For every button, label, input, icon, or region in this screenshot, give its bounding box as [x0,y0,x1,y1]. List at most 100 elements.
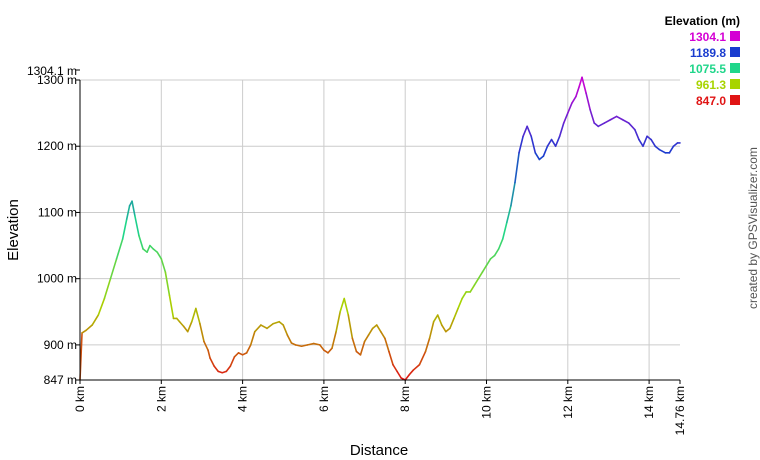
profile-segment [178,320,185,328]
profile-segment [156,251,163,260]
credit-text: created by GPSVisualizer.com [746,147,760,309]
profile-segment [195,307,201,325]
profile-segment [85,324,93,332]
profile-segment [91,314,100,326]
profile-segment [384,337,390,353]
profile-segment [510,181,516,207]
y-tick-label: 1100 m [38,205,77,219]
profile-segment [424,337,431,353]
profile-segment [339,297,346,313]
profile-segment [672,142,679,148]
profile-segment [654,145,661,151]
profile-segment [160,258,167,273]
profile-segment [418,350,427,366]
profile-segment [534,152,541,161]
profile-segment [578,76,583,88]
profile-segment [530,135,537,154]
profile-segment [621,118,630,124]
profile-segment [567,102,573,114]
profile-segment [213,365,220,373]
profile-segment [457,297,463,310]
legend-swatch [730,95,740,105]
profile-segment [668,145,675,154]
y-axis-ticks: 847 m 900 m 1000 m 1100 m 1200 m 1300 m [37,69,80,387]
profile-segment [634,128,640,141]
profile-segment [542,145,549,157]
profile-segment [103,277,112,300]
profile-segment [461,291,467,300]
profile-segment [650,138,657,148]
profile-segment [493,248,500,257]
y-max-label: 1304.1 m [27,64,77,78]
y-tick-label: 847 m [44,373,77,387]
profile-segment [203,340,209,351]
profile-segment [375,324,382,333]
profile-segment [312,342,321,346]
profile-segment [642,135,648,148]
profile-segment [209,357,215,367]
x-axis-title: Distance [350,442,408,459]
profile-segment [449,317,455,330]
legend-swatch [730,79,740,89]
profile-segment [627,122,636,131]
y-tick-label: 900 m [44,338,77,352]
profile-segment [609,115,618,121]
x-tick-label: 6 km [317,386,331,412]
profile-segment [603,118,612,124]
x-tick-label: 8 km [398,386,412,412]
profile-segment [538,155,545,161]
profile-segment [97,297,106,316]
profile-segment [300,344,309,348]
profile-segment [408,369,415,376]
profile-segment [526,125,533,138]
profile-segment [351,337,358,353]
profile-segment [186,320,193,333]
legend-swatch [730,31,740,41]
profile-segment [278,320,285,326]
profile-segment [323,349,329,354]
profile-segment [646,135,652,141]
y-tick-label: 1200 m [37,139,77,153]
profile-segment [138,234,144,250]
elevation-profile-line [79,76,681,381]
profile-segment [638,138,644,148]
legend-label: 1075.5 [689,62,726,76]
profile-segment [589,109,596,124]
profile-segment [518,135,524,154]
grid-lines [80,79,680,380]
profile-segment [115,238,124,260]
profile-segment [286,334,293,344]
profile-segment [546,138,553,148]
profile-segment [453,307,459,320]
profile-segment [343,297,350,316]
profile-segment [585,92,591,111]
profile-segment [199,322,205,343]
profile-segment [249,330,256,346]
profile-segment [121,218,128,240]
profile-segment [125,205,131,220]
profile-segment [371,324,378,330]
profile-segment [428,320,435,340]
legend-swatch [730,47,740,57]
profile-segment [225,365,232,373]
profile-segment [233,352,240,358]
profile-segment [331,330,337,350]
profile-segment [142,248,148,253]
x-tick-label: 14.76 km [673,386,687,435]
profile-segment [562,112,569,124]
profile-segment [347,314,354,340]
profile-segment [245,344,252,354]
profile-segment [658,148,667,154]
profile-segment [131,200,136,217]
x-tick-label: 4 km [236,386,250,412]
profile-segment [355,350,362,356]
profile-segment [571,95,577,104]
profile-segment [575,85,580,98]
profile-segment [396,370,402,379]
x-axis-ticks: 0 km 2 km 4 km 6 km 8 km 10 km 12 km 14 km 14.76… [73,380,687,435]
y-tick-label: 1300 m [37,73,77,87]
profile-segment [359,340,366,356]
profile-segment [388,350,394,366]
profile-segment [81,329,87,334]
